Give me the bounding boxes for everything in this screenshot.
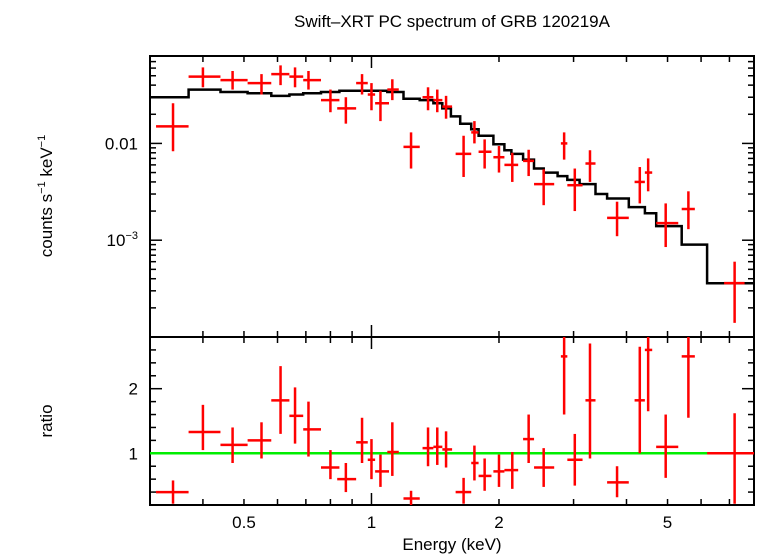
data-point: [442, 95, 453, 119]
spectrum-y-tick-labels: 0.01 10−3: [105, 134, 138, 250]
y-tick-label: 1: [129, 444, 138, 463]
ratio-point: [478, 458, 492, 491]
ylabel-sup-2: −1: [36, 135, 48, 148]
x-axis-label: Energy (keV): [402, 535, 501, 554]
data-point: [356, 74, 368, 95]
ratio-point: [681, 337, 695, 418]
ratio-point: [523, 414, 535, 463]
data-point: [634, 167, 645, 204]
data-point: [681, 191, 695, 230]
data-point: [523, 149, 535, 177]
spectrum-axis-ticks: [149, 55, 755, 338]
ratio-point: [493, 454, 505, 487]
ratio-point: [534, 448, 555, 487]
ratio-point: [656, 414, 679, 478]
ratio-panel: 12 0.5 1 2 5 ratio Energy (keV): [37, 336, 755, 554]
ratio-frame: [149, 336, 755, 506]
spectrum-frame: [149, 55, 755, 338]
x-tick-label: 2: [494, 513, 503, 532]
ratio-point: [455, 477, 472, 504]
y-tick-label: 10−3: [107, 230, 138, 250]
y-tick-label: 0.01: [105, 134, 138, 153]
ratio-point: [220, 427, 248, 463]
y-tick-label: 2: [129, 380, 138, 399]
data-point: [188, 67, 221, 88]
ratio-point: [433, 427, 443, 465]
ratio-point: [289, 387, 304, 444]
x-tick-label: 1: [367, 513, 376, 532]
data-point: [375, 90, 390, 122]
spectrum-y-axis-label: counts s−1 keV−1: [36, 135, 56, 257]
ratio-point: [504, 452, 519, 489]
ratio-point: [644, 337, 653, 412]
data-point: [478, 139, 492, 169]
data-point: [724, 261, 745, 323]
data-point: [289, 67, 304, 88]
data-point: [455, 135, 472, 177]
ratio-point: [567, 433, 583, 486]
ylabel-sup-1: −1: [36, 181, 48, 194]
x-tick-label: 5: [663, 513, 672, 532]
data-point: [220, 70, 248, 90]
data-point: [567, 168, 583, 212]
ratio-point: [442, 431, 453, 468]
x-tick-labels: 0.5 1 2 5: [232, 513, 672, 532]
ratio-y-axis-label: ratio: [37, 404, 56, 437]
data-point: [493, 146, 505, 173]
model-curve: [150, 88, 754, 285]
ratio-point: [188, 404, 221, 451]
ratio-point: [356, 417, 368, 463]
chart-title: Swift–XRT PC spectrum of GRB 120219A: [294, 12, 611, 31]
data-point: [585, 150, 596, 182]
data-point: [320, 89, 340, 113]
data-point: [422, 87, 434, 111]
data-point: [607, 201, 629, 237]
y-tick-label-base: 10: [107, 231, 126, 250]
y-tick-label-exponent: −3: [125, 230, 138, 242]
model-step-line: [150, 88, 754, 285]
data-point: [433, 89, 443, 113]
data-point: [504, 152, 519, 182]
ratio-point: [585, 343, 596, 459]
ratio-axis-ticks: [149, 336, 755, 506]
ratio-point: [367, 439, 376, 480]
y-tick-label-base: 0.01: [105, 134, 138, 153]
data-point: [367, 83, 376, 111]
ratio-point: [607, 466, 629, 498]
ratio-point: [337, 463, 357, 493]
ratio-point: [422, 427, 434, 467]
ylabel-main: counts s: [37, 194, 56, 257]
ratio-point: [387, 422, 399, 476]
ratio-point: [303, 401, 321, 457]
ratio-point: [634, 346, 645, 454]
data-point: [303, 70, 321, 90]
data-point: [644, 158, 653, 192]
data-point: [560, 132, 568, 160]
ratio-point: [320, 450, 340, 480]
ratio-point: [247, 422, 272, 459]
data-point: [471, 121, 479, 144]
data-points: [156, 65, 745, 323]
ratio-point: [403, 490, 420, 505]
ratio-point: [271, 366, 290, 434]
data-point: [387, 79, 399, 101]
data-point: [247, 74, 272, 95]
ylabel-mid: keV: [37, 147, 56, 182]
ratio-point: [560, 337, 568, 415]
data-point: [271, 65, 290, 86]
ratio-point: [375, 454, 390, 487]
ratio-point: [471, 445, 479, 481]
data-point: [403, 132, 420, 169]
ratio-y-tick-labels: 12: [129, 380, 138, 464]
data-point: [337, 97, 357, 124]
ratio-point: [156, 480, 189, 504]
ratio-point: [707, 413, 754, 504]
data-point: [534, 169, 555, 206]
data-point: [656, 203, 679, 248]
data-point: [156, 103, 189, 152]
ratio-points: [156, 337, 754, 505]
x-tick-label: 0.5: [232, 513, 256, 532]
